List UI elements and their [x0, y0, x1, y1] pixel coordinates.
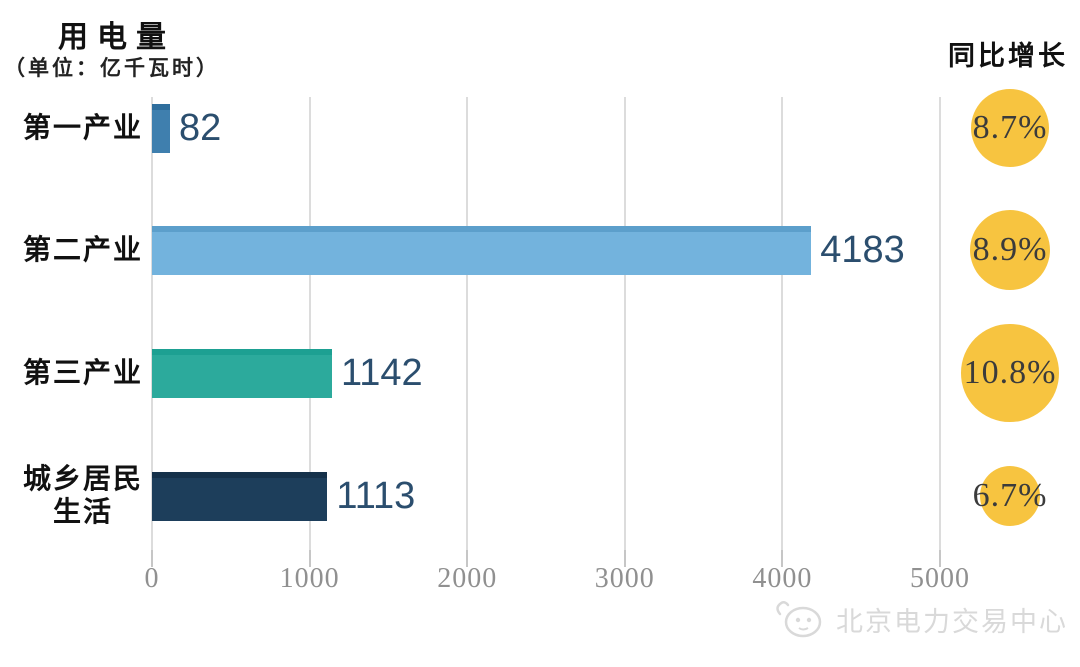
gridline — [308, 97, 311, 550]
gridline — [623, 97, 626, 550]
category-label-line: 生活 — [52, 497, 113, 528]
axis-tick — [623, 550, 626, 567]
axis-tick — [466, 550, 469, 567]
growth-circle: 10.8% — [961, 324, 1059, 422]
chart-title: 用电量 — [58, 21, 175, 54]
bar-城乡居民生活 — [152, 471, 328, 521]
value-label: 1113 — [336, 474, 416, 517]
axis-tick-label: 2000 — [437, 563, 498, 594]
growth-column-header: 同比增长 — [948, 41, 1068, 71]
growth-circle: 6.7% — [973, 465, 1046, 527]
category-label-line: 第三产业 — [22, 357, 143, 389]
category-label-line: 第一产业 — [22, 112, 143, 144]
category-label: 第二产业 — [23, 234, 143, 267]
bar-第三产业 — [152, 348, 332, 398]
axis-tick — [151, 550, 153, 567]
category-label-line: 第二产业 — [22, 234, 143, 266]
gridline — [939, 97, 941, 550]
axis-tick-label: 5000 — [910, 563, 970, 594]
category-label: 城乡居民 生活 — [23, 463, 143, 529]
bar-第一产业 — [152, 103, 170, 153]
bar-第二产业 — [152, 225, 812, 275]
axis-tick-label: 1000 — [279, 563, 340, 594]
value-label: 4183 — [820, 228, 905, 271]
growth-circle: 8.9% — [969, 209, 1051, 291]
category-label: 第三产业 — [23, 357, 143, 390]
category-label: 第一产业 — [23, 112, 143, 145]
gridline — [466, 97, 469, 550]
watermark-text: 北京电力交易中心 — [836, 606, 1068, 637]
value-label: 82 — [179, 106, 222, 149]
cloud-logo-icon — [776, 601, 822, 638]
axis-tick — [939, 550, 941, 567]
axis-tick-label: 4000 — [752, 563, 813, 594]
chart-unit-subtitle: （单位：亿千瓦时） — [4, 56, 220, 80]
value-label: 1142 — [340, 351, 423, 394]
gridline — [151, 97, 153, 550]
axis-tick-label: 0 — [144, 563, 160, 594]
axis-tick — [781, 550, 784, 567]
axis-tick — [308, 550, 311, 567]
gridline — [781, 97, 784, 550]
axis-tick-label: 3000 — [594, 563, 655, 594]
watermark: 北京电力交易中心 — [772, 598, 1068, 640]
category-label-line: 城乡居民 — [22, 464, 143, 495]
growth-circle: 8.7% — [970, 88, 1050, 168]
